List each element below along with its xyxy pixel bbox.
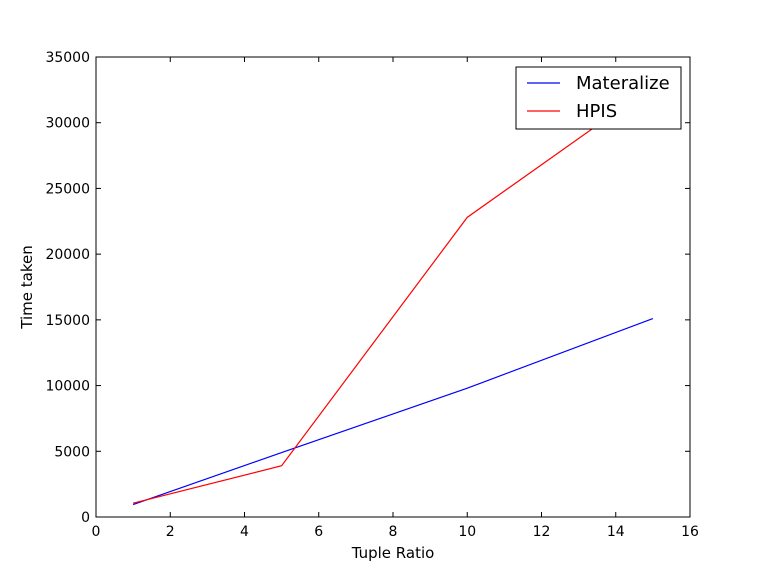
- legend: Materalize HPIS: [515, 66, 682, 130]
- plot-frame: [95, 56, 691, 518]
- x-axis-label: Tuple Ratio: [351, 544, 435, 562]
- x-tick-label: 4: [240, 524, 249, 540]
- y-tick-label: 30000: [45, 116, 90, 132]
- x-tick-label: 14: [607, 524, 625, 540]
- x-tick-label: 10: [458, 524, 476, 540]
- legend-label-materalize: Materalize: [576, 73, 670, 94]
- y-tick-label: 5000: [54, 444, 90, 460]
- x-tick-label: 2: [166, 524, 175, 540]
- x-tick-label: 8: [389, 524, 398, 540]
- y-tick-label: 0: [81, 510, 90, 526]
- y-tick-label: 15000: [45, 313, 90, 329]
- y-tick-label: 35000: [45, 50, 90, 66]
- x-tick-label: 0: [92, 524, 101, 540]
- y-axis-label: Time taken: [18, 245, 36, 329]
- x-tick-label: 12: [533, 524, 551, 540]
- y-tick-label: 25000: [45, 181, 90, 197]
- y-tick-label: 20000: [45, 247, 90, 263]
- legend-label-hpis: HPIS: [576, 101, 617, 122]
- ticks-layer: 0 2 4 6 8 10 12 14 16 0 5000 10000 15000 20000 25000 30…: [45, 50, 699, 540]
- series-line-materalize: [132, 317, 654, 506]
- x-tick-label: 6: [314, 524, 323, 540]
- plot-area: [96, 57, 690, 517]
- y-tick-label: 10000: [45, 379, 90, 395]
- x-tick-label: 16: [681, 524, 699, 540]
- series-line-hpis: [132, 85, 654, 504]
- legend-box: [515, 66, 682, 130]
- series-layer: [132, 85, 654, 506]
